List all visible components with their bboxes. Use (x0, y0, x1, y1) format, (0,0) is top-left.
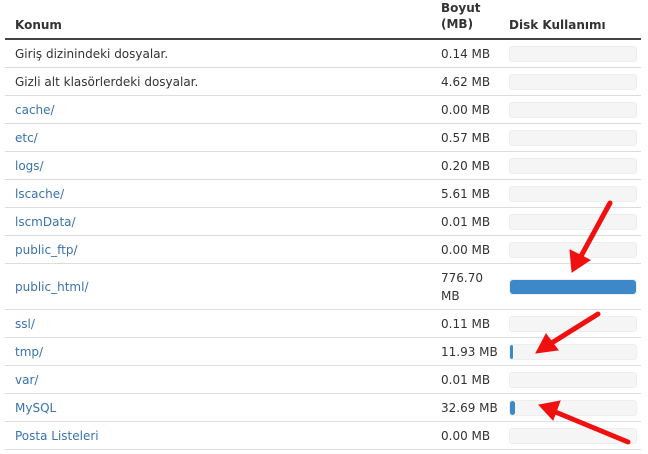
location-cell: Giriş dizinindeki dosyalar. (5, 39, 441, 68)
location-cell: public_ftp/ (5, 235, 441, 264)
location-cell: lscmData/ (5, 207, 441, 236)
usage-bar (509, 157, 637, 174)
size-cell: 4.62 MB (441, 67, 505, 96)
table-row: public_html/ 776.70 MB (5, 263, 641, 310)
location-cell: var/ (5, 365, 441, 394)
table-row: cache/ 0.00 MB (5, 95, 641, 124)
disk-usage-cell (505, 393, 641, 422)
disk-usage-cell (505, 207, 641, 236)
table-row: MySQL 32.69 MB (5, 393, 641, 422)
usage-bar (509, 73, 637, 90)
disk-usage-table: Konum Boyut (MB) Disk Kullanımı Giriş diz… (5, 0, 641, 450)
usage-bar (509, 371, 637, 388)
location-cell: etc/ (5, 123, 441, 152)
size-cell: 0.00 MB (441, 421, 505, 450)
table-row: Gizli alt klasörlerdeki dosyalar. 4.62 M… (5, 67, 641, 96)
disk-usage-cell (505, 309, 641, 338)
size-cell: 0.57 MB (441, 123, 505, 152)
table-row: public_ftp/ 0.00 MB (5, 235, 641, 264)
size-cell: 0.01 MB (441, 207, 505, 236)
usage-bar (509, 185, 637, 202)
location-cell: Gizli alt klasörlerdeki dosyalar. (5, 67, 441, 96)
usage-bar (509, 343, 637, 360)
location-cell: logs/ (5, 151, 441, 180)
disk-usage-cell (505, 123, 641, 152)
folder-link[interactable]: MySQL (15, 400, 57, 415)
disk-usage-cell (505, 235, 641, 264)
table-row: ssl/ 0.11 MB (5, 309, 641, 338)
size-cell: 0.20 MB (441, 151, 505, 180)
folder-link[interactable]: ssl/ (15, 316, 35, 331)
usage-bar-fill (510, 279, 636, 294)
disk-usage-cell (505, 151, 641, 180)
size-cell: 776.70 MB (441, 263, 505, 310)
size-cell: 11.93 MB (441, 337, 505, 366)
disk-usage-cell (505, 365, 641, 394)
location-cell: public_html/ (5, 263, 441, 310)
usage-bar (509, 241, 637, 258)
disk-usage-cell (505, 263, 641, 310)
usage-bar (509, 213, 637, 230)
folder-link[interactable]: lscache/ (15, 186, 65, 201)
usage-bar (509, 45, 637, 62)
location-cell: lscache/ (5, 179, 441, 208)
disk-usage-cell (505, 179, 641, 208)
usage-bar (509, 427, 637, 444)
size-cell: 0.14 MB (441, 39, 505, 68)
location-label: Giriş dizinindeki dosyalar. (15, 46, 169, 61)
header-size-line2: (MB) (441, 17, 474, 31)
folder-link[interactable]: logs/ (15, 158, 44, 173)
size-cell: 0.01 MB (441, 365, 505, 394)
table-row: Giriş dizinindeki dosyalar. 0.14 MB (5, 39, 641, 68)
header-size[interactable]: Boyut (MB) (441, 0, 505, 40)
folder-link[interactable]: public_ftp/ (15, 242, 78, 257)
folder-link[interactable]: var/ (15, 372, 39, 387)
folder-link[interactable]: etc/ (15, 130, 38, 145)
location-cell: MySQL (5, 393, 441, 422)
folder-link[interactable]: cache/ (15, 102, 55, 117)
table-row: var/ 0.01 MB (5, 365, 641, 394)
size-cell: 0.00 MB (441, 95, 505, 124)
usage-bar-fill (510, 344, 514, 359)
folder-link[interactable]: public_html/ (15, 279, 89, 294)
disk-usage-cell (505, 95, 641, 124)
table-row: Posta Listeleri 0.00 MB (5, 421, 641, 450)
location-cell: Posta Listeleri (5, 421, 441, 450)
usage-bar (509, 101, 637, 118)
usage-bar (509, 129, 637, 146)
usage-bar (509, 399, 637, 416)
usage-bar-fill (510, 400, 516, 415)
disk-usage-cell (505, 337, 641, 366)
location-cell: tmp/ (5, 337, 441, 366)
disk-usage-cell (505, 421, 641, 450)
table-row: logs/ 0.20 MB (5, 151, 641, 180)
disk-usage-cell (505, 39, 641, 68)
header-disk-usage: Disk Kullanımı (505, 0, 641, 40)
location-cell: cache/ (5, 95, 441, 124)
header-size-line1: Boyut (441, 1, 481, 15)
folder-link[interactable]: lscmData/ (15, 214, 76, 229)
size-cell: 0.11 MB (441, 309, 505, 338)
folder-link[interactable]: Posta Listeleri (15, 428, 99, 443)
table-row: tmp/ 11.93 MB (5, 337, 641, 366)
table-header-row: Konum Boyut (MB) Disk Kullanımı (5, 0, 641, 40)
folder-link[interactable]: tmp/ (15, 344, 44, 359)
size-cell: 0.00 MB (441, 235, 505, 264)
table-row: lscache/ 5.61 MB (5, 179, 641, 208)
usage-bar (509, 315, 637, 332)
header-location[interactable]: Konum (5, 0, 441, 40)
disk-usage-cell (505, 67, 641, 96)
location-label: Gizli alt klasörlerdeki dosyalar. (15, 74, 199, 89)
location-cell: ssl/ (5, 309, 441, 338)
table-row: etc/ 0.57 MB (5, 123, 641, 152)
usage-bar (509, 278, 637, 295)
table-row: lscmData/ 0.01 MB (5, 207, 641, 236)
size-cell: 5.61 MB (441, 179, 505, 208)
size-cell: 32.69 MB (441, 393, 505, 422)
